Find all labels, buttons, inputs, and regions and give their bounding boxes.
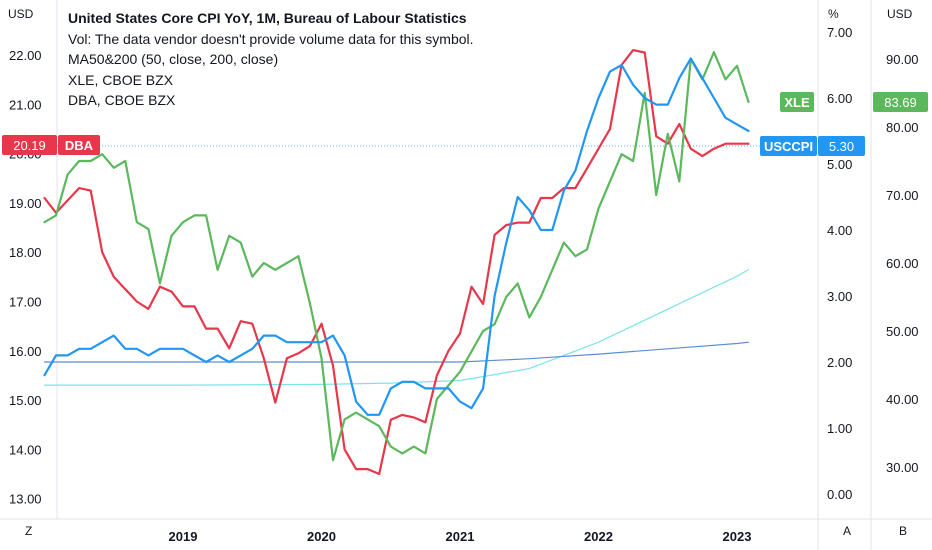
- xle-name-badge-bg: [780, 92, 814, 112]
- left-tick-label: 22.00: [9, 48, 42, 63]
- usccpi-name-badge: USCCPI: [764, 139, 813, 154]
- xle-name-badge: XLE: [784, 95, 810, 110]
- time-tick-label: 2021: [446, 529, 475, 544]
- right-tick-label: 70.00: [886, 188, 919, 203]
- series-line-ma-50[interactable]: [43, 269, 750, 386]
- left-tick-label: 17.00: [9, 295, 42, 310]
- xle-symbol-label[interactable]: XLE, CBOE BZX: [68, 71, 174, 88]
- mid-tick-label: 7.00: [827, 25, 852, 40]
- xle-price-badge: 83.69: [884, 95, 917, 110]
- chart-legend: United States Core CPI YoY, 1M, Bureau o…: [68, 8, 474, 111]
- right-tick-label: 50.00: [886, 324, 919, 339]
- auto-scale-a-button[interactable]: A: [843, 524, 852, 538]
- dba-price-badge-bg: [2, 135, 57, 155]
- left-tick-label: 15.00: [9, 393, 42, 408]
- zoom-z-button[interactable]: Z: [25, 524, 33, 538]
- price-series: [43, 48, 750, 476]
- series-line-dba[interactable]: [43, 48, 750, 476]
- usccpi-name-badge-bg: [760, 136, 817, 156]
- time-tick-label: 2020: [307, 529, 336, 544]
- right-tick-label: 60.00: [886, 256, 919, 271]
- time-tick-label: 2022: [584, 529, 613, 544]
- dba-name-badge-bg: [58, 135, 100, 155]
- usccpi-value-badge: 5.30: [829, 139, 854, 154]
- left-tick-label: 13.00: [9, 492, 42, 507]
- dba-name-badge: DBA: [65, 138, 94, 153]
- mid-tick-label: 0.00: [827, 487, 852, 502]
- time-tick-label: 2023: [723, 529, 752, 544]
- volume-note: Vol: The data vendor doesn't provide vol…: [68, 30, 474, 47]
- mid-tick-label: 5.00: [827, 157, 852, 172]
- left-tick-label: 14.00: [9, 442, 42, 457]
- left-tick-label: 18.00: [9, 245, 42, 260]
- price-badges: 20.19 DBA XLE 83.69 USCCPI 5.30: [2, 92, 928, 156]
- right-axis-unit: USD: [887, 7, 913, 21]
- right-tick-label: 90.00: [886, 52, 919, 67]
- moving-averages: [43, 269, 750, 386]
- dba-price-badge: 20.19: [13, 138, 46, 153]
- left-tick-label: 21.00: [9, 97, 42, 112]
- right-tick-label: 40.00: [886, 392, 919, 407]
- time-tick-label: 2019: [169, 529, 198, 544]
- left-tick-label: 19.00: [9, 196, 42, 211]
- xle-price-badge-bg: [873, 92, 928, 112]
- axis-ticks: 22.0021.0020.0019.0018.0017.0016.0015.00…: [9, 25, 919, 544]
- left-tick-label: 16.00: [9, 344, 42, 359]
- right-tick-label: 80.00: [886, 120, 919, 135]
- mid-axis-unit: %: [828, 7, 839, 21]
- ma-indicator-label[interactable]: MA50&200 (50, close, 200, close): [68, 51, 279, 67]
- dba-symbol-label[interactable]: DBA, CBOE BZX: [68, 92, 176, 108]
- series-line-ma-200[interactable]: [43, 341, 750, 363]
- mid-tick-label: 1.00: [827, 421, 852, 436]
- series-line-xle[interactable]: [43, 51, 750, 462]
- left-axis-unit: USD: [8, 7, 34, 21]
- mid-tick-label: 4.00: [827, 223, 852, 238]
- usccpi-value-badge-bg: [818, 136, 865, 156]
- mid-tick-label: 6.00: [827, 91, 852, 106]
- mid-tick-label: 3.00: [827, 289, 852, 304]
- series-line-usccpi[interactable]: [43, 57, 750, 416]
- right-tick-label: 30.00: [886, 460, 919, 475]
- scale-b-button[interactable]: B: [899, 524, 908, 538]
- mid-tick-label: 2.00: [827, 355, 852, 370]
- chart-title[interactable]: United States Core CPI YoY, 1M, Bureau o…: [68, 10, 467, 26]
